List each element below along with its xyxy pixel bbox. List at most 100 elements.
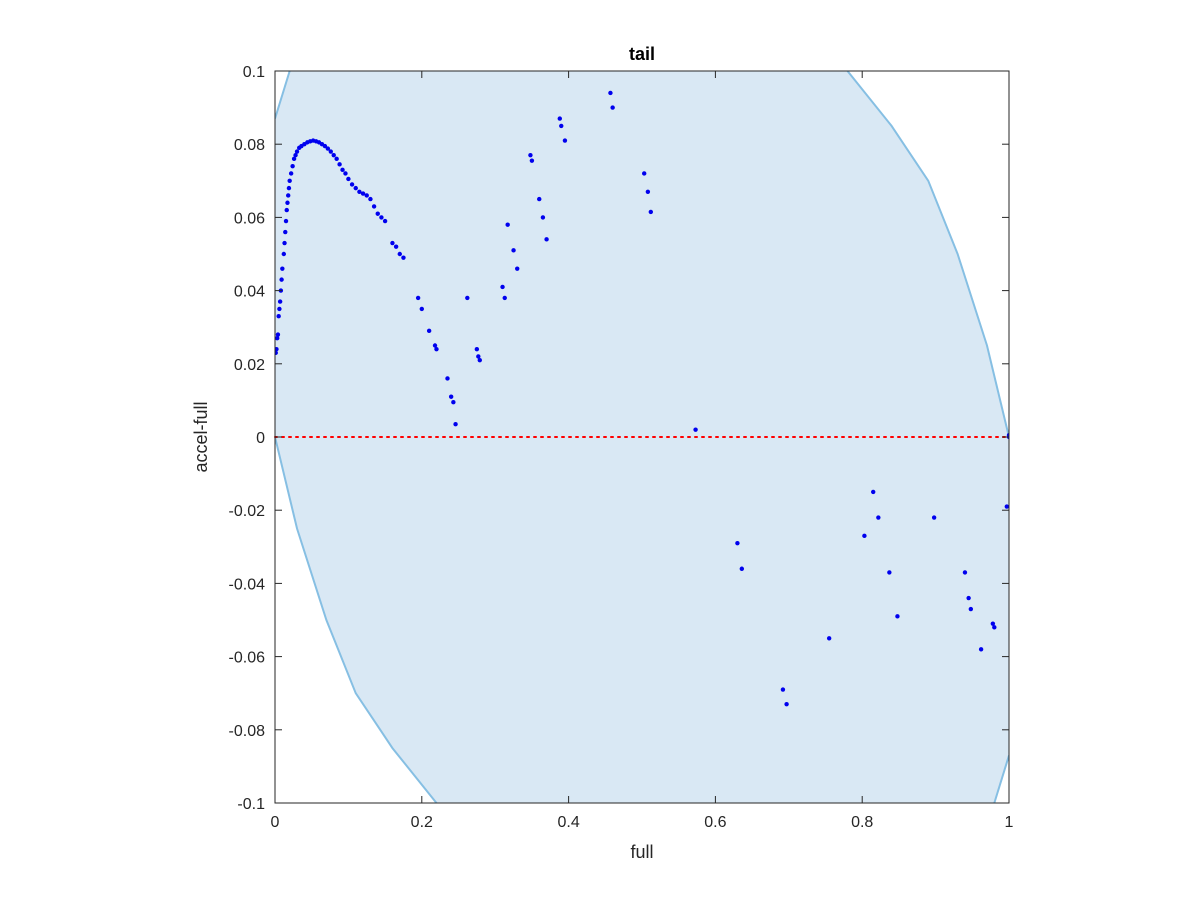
data-point [279,277,284,282]
data-point [325,146,331,151]
data-point [275,346,279,352]
data-point [290,163,295,169]
data-point [780,687,786,692]
data-point [275,350,278,356]
data-point [294,149,300,154]
data-point [415,295,421,301]
data-point [445,376,450,381]
data-point [397,251,402,257]
data-point [448,394,454,399]
data-point [285,200,290,205]
data-point [693,427,698,432]
data-point [286,193,291,198]
data-point [451,400,456,405]
data-point [419,306,424,312]
data-point [284,207,289,213]
data-point [282,240,287,246]
data-point [275,335,280,341]
data-point [978,647,984,652]
data-point [826,636,832,641]
data-point [990,621,996,626]
data-point [364,193,369,198]
data-point [608,90,613,96]
data-point [286,185,292,191]
data-point [275,332,281,337]
data-point [871,489,876,495]
data-point [349,182,355,187]
y-tick-label: -0.1 [237,796,265,813]
data-point [353,185,358,191]
data-point [434,346,439,352]
data-point [511,248,516,253]
data-points [275,90,1009,707]
data-point [505,222,510,227]
data-point [465,295,470,301]
data-point [280,266,285,271]
data-point [515,266,520,271]
data-point [343,171,348,176]
data-point [559,123,564,129]
data-point [371,204,377,209]
y-tick-label: 0.02 [234,357,265,374]
data-point [390,240,395,246]
region-edge-left-upper [275,71,291,119]
y-tick-label: 0.08 [234,137,265,154]
data-point [360,191,366,196]
data-point [291,156,297,162]
data-point [287,178,292,183]
y-tick-label: -0.02 [229,503,266,520]
region-edge-right-lower [993,755,1009,803]
data-point [379,215,384,220]
data-point [340,167,345,173]
data-point [453,421,458,427]
data-point [277,299,283,304]
y-tick-label: 0.06 [234,210,265,227]
x-axis-ticks: 0 0.2 0.4 0.6 0.8 1 [271,71,1014,831]
x-tick-label: 0.6 [704,814,726,831]
data-point [500,284,505,290]
data-point [401,255,406,260]
y-tick-label: 0.04 [234,284,265,301]
data-point [432,343,438,348]
data-point [739,566,745,571]
x-tick-label: 1 [1005,814,1014,831]
data-point [477,357,482,363]
data-point [895,614,900,619]
x-tick-label: 0.8 [851,814,873,831]
data-point [288,171,294,176]
data-point [540,215,546,220]
data-point [645,189,651,194]
data-point [968,606,974,612]
data-point [528,152,533,158]
data-point [544,237,549,242]
y-axis-label: accel-full [191,401,211,472]
data-point [502,295,507,301]
y-tick-label: 0 [256,430,265,447]
data-point [357,189,362,194]
data-point [476,354,481,359]
data-point [642,171,647,176]
data-point [887,570,892,575]
data-point [1004,504,1009,509]
data-point [281,251,287,257]
y-tick-label: -0.04 [229,576,266,593]
data-point [276,314,281,319]
data-point [368,196,373,202]
y-tick-label: 0.1 [243,64,265,81]
data-point [426,328,432,334]
data-point [375,211,380,216]
data-point [293,152,298,158]
data-point [277,306,282,312]
data-point [474,346,480,352]
data-point [784,701,789,707]
data-point [283,218,289,224]
data-point [931,515,937,520]
x-tick-label: 0 [271,814,280,831]
x-tick-label: 0.4 [557,814,579,831]
data-point [862,533,867,539]
y-axis-ticks: -0.1 -0.08 -0.06 -0.04 -0.02 0 0.02 0.04 0.06 0.0… [229,64,1009,813]
data-point [346,176,351,182]
data-point [382,218,388,224]
